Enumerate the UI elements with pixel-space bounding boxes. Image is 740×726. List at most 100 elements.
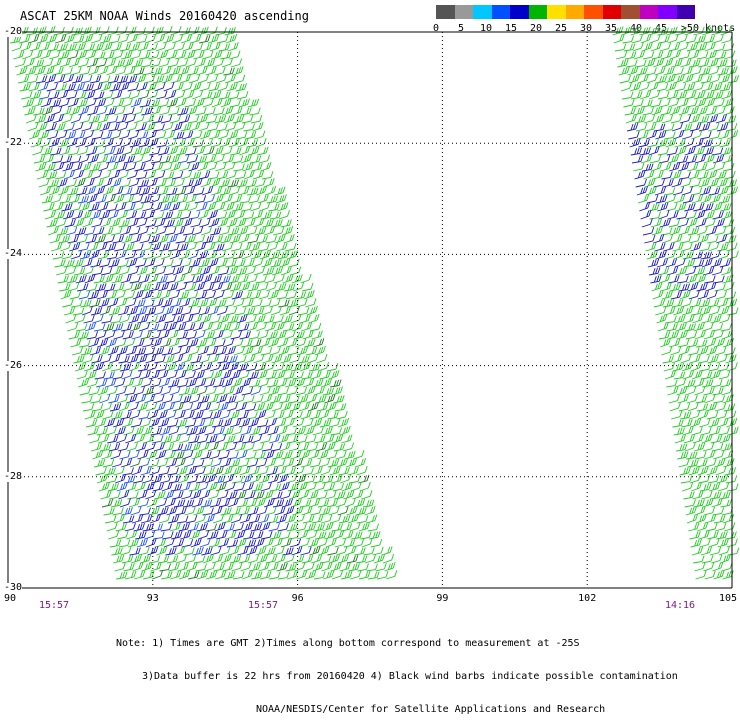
- wind-barb: [630, 147, 643, 156]
- wind-barb: [186, 241, 198, 252]
- wind-barb: [358, 474, 370, 484]
- wind-barb: [99, 122, 111, 132]
- wind-barb: [128, 43, 141, 52]
- wind-barb: [257, 194, 269, 204]
- wind-barb: [125, 482, 137, 492]
- wind-barb: [154, 218, 166, 228]
- wind-barb: [216, 259, 228, 268]
- wind-barb: [86, 283, 98, 292]
- wind-barb: [212, 282, 224, 292]
- wind-barb: [76, 50, 88, 60]
- wind-barb: [693, 146, 706, 156]
- wind-barb: [161, 73, 174, 84]
- wind-barb: [365, 514, 378, 524]
- wind-barb: [699, 186, 712, 196]
- wind-barb: [176, 419, 188, 428]
- wind-barb: [164, 178, 176, 188]
- wind-barb: [205, 250, 218, 260]
- wind-barb: [13, 50, 25, 60]
- wind-barb: [658, 155, 671, 164]
- wind-barb: [223, 202, 235, 212]
- wind-barb: [153, 170, 166, 180]
- wind-barb: [313, 523, 326, 532]
- wind-barb: [105, 107, 117, 116]
- wind-barb: [207, 122, 219, 132]
- wind-barb: [115, 202, 127, 212]
- wind-barb: [718, 546, 730, 556]
- wind-barb: [181, 354, 193, 364]
- wind-barb: [718, 250, 730, 260]
- wind-barb: [336, 457, 349, 468]
- wind-barb: [30, 138, 42, 148]
- wind-barb: [723, 50, 736, 60]
- wind-barb: [233, 163, 245, 172]
- wind-barb: [210, 227, 222, 236]
- wind-barb: [62, 162, 74, 172]
- wind-barb: [157, 99, 170, 108]
- wind-barb: [247, 321, 259, 332]
- wind-barb: [694, 35, 706, 44]
- wind-barb: [76, 370, 88, 380]
- wind-barb: [125, 298, 137, 308]
- wind-barb: [260, 482, 272, 492]
- wind-barb: [306, 443, 319, 452]
- wind-barb: [691, 481, 703, 492]
- wind-barb: [265, 185, 277, 196]
- wind-barb: [709, 426, 721, 436]
- wind-barb: [112, 323, 124, 332]
- wind-barb: [195, 291, 208, 300]
- wind-barb: [132, 154, 144, 164]
- wind-barb: [98, 434, 110, 444]
- wind-barb: [172, 402, 185, 412]
- wind-barb: [199, 266, 212, 276]
- wind-barb: [107, 435, 119, 444]
- wind-barb: [132, 561, 144, 572]
- wind-barb: [91, 82, 103, 92]
- wind-barb: [73, 82, 85, 92]
- wind-barb: [102, 274, 114, 284]
- wind-barb: [201, 138, 213, 148]
- wind-barb: [705, 281, 717, 292]
- wind-barb: [87, 378, 99, 388]
- wind-barb: [218, 267, 230, 276]
- wind-barb: [224, 435, 236, 444]
- wind-barb: [204, 378, 216, 388]
- wind-barb: [676, 443, 688, 452]
- wind-barb: [206, 435, 218, 444]
- wind-barb: [631, 91, 643, 100]
- wind-barb: [82, 354, 94, 364]
- latitude-label: -26: [4, 359, 23, 371]
- wind-barb: [125, 346, 138, 356]
- wind-barb: [117, 121, 129, 132]
- wind-barb: [652, 170, 664, 180]
- legend-swatch: [565, 5, 584, 19]
- wind-barb: [97, 65, 109, 76]
- wind-barb: [613, 34, 625, 44]
- wind-barb: [146, 497, 158, 508]
- wind-barb: [697, 521, 709, 532]
- wind-barb: [699, 363, 712, 372]
- wind-barb: [162, 259, 174, 268]
- wind-barb: [197, 26, 209, 36]
- wind-barb: [254, 314, 266, 324]
- wind-barb: [104, 146, 116, 156]
- wind-barb: [337, 554, 350, 564]
- wind-barb: [709, 369, 722, 380]
- wind-barb: [319, 507, 331, 516]
- wind-barb: [21, 91, 33, 100]
- wind-barb: [167, 58, 180, 68]
- wind-barb: [173, 178, 185, 188]
- wind-barb: [694, 562, 706, 572]
- wind-barb: [671, 354, 683, 364]
- wind-barb: [659, 98, 671, 108]
- wind-barb: [665, 138, 677, 148]
- wind-barb: [219, 410, 231, 420]
- wind-barb: [60, 155, 73, 164]
- wind-barb: [166, 322, 178, 332]
- wind-barb: [296, 346, 309, 356]
- wind-barb: [102, 458, 115, 468]
- wind-barb: [681, 123, 693, 132]
- wind-barb: [692, 138, 704, 148]
- wind-barb: [129, 547, 141, 556]
- wind-barb: [700, 483, 712, 492]
